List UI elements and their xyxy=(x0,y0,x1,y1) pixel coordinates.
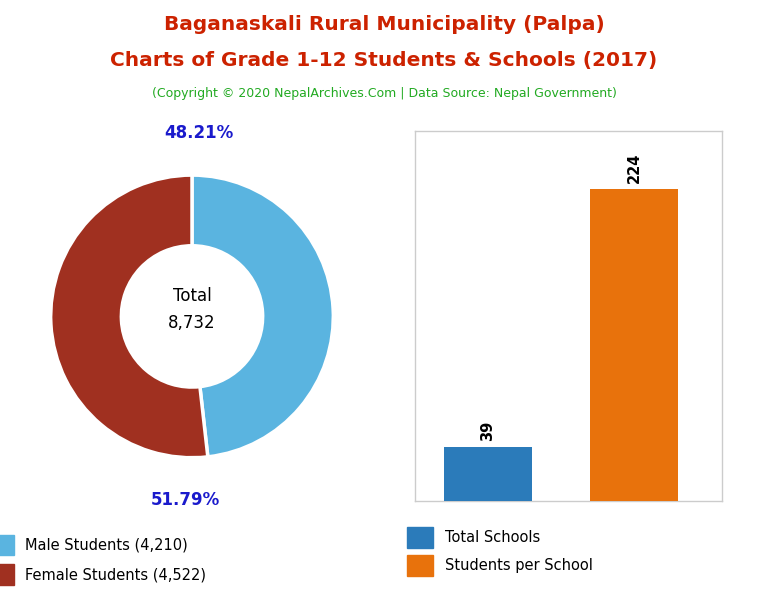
Bar xyxy=(591,189,678,501)
Bar xyxy=(444,447,531,501)
Text: Baganaskali Rural Municipality (Palpa): Baganaskali Rural Municipality (Palpa) xyxy=(164,15,604,34)
Wedge shape xyxy=(51,175,208,458)
Wedge shape xyxy=(192,175,333,457)
Text: Total
8,732: Total 8,732 xyxy=(168,287,216,331)
Legend: Male Students (4,210), Female Students (4,522): Male Students (4,210), Female Students (… xyxy=(0,535,207,584)
Legend: Total Schools, Students per School: Total Schools, Students per School xyxy=(406,527,592,576)
Text: 48.21%: 48.21% xyxy=(164,124,233,141)
Text: 39: 39 xyxy=(480,421,495,441)
Text: Charts of Grade 1-12 Students & Schools (2017): Charts of Grade 1-12 Students & Schools … xyxy=(111,51,657,70)
Text: (Copyright © 2020 NepalArchives.Com | Data Source: Nepal Government): (Copyright © 2020 NepalArchives.Com | Da… xyxy=(151,87,617,100)
Text: 51.79%: 51.79% xyxy=(151,491,220,509)
Text: 224: 224 xyxy=(627,153,641,183)
